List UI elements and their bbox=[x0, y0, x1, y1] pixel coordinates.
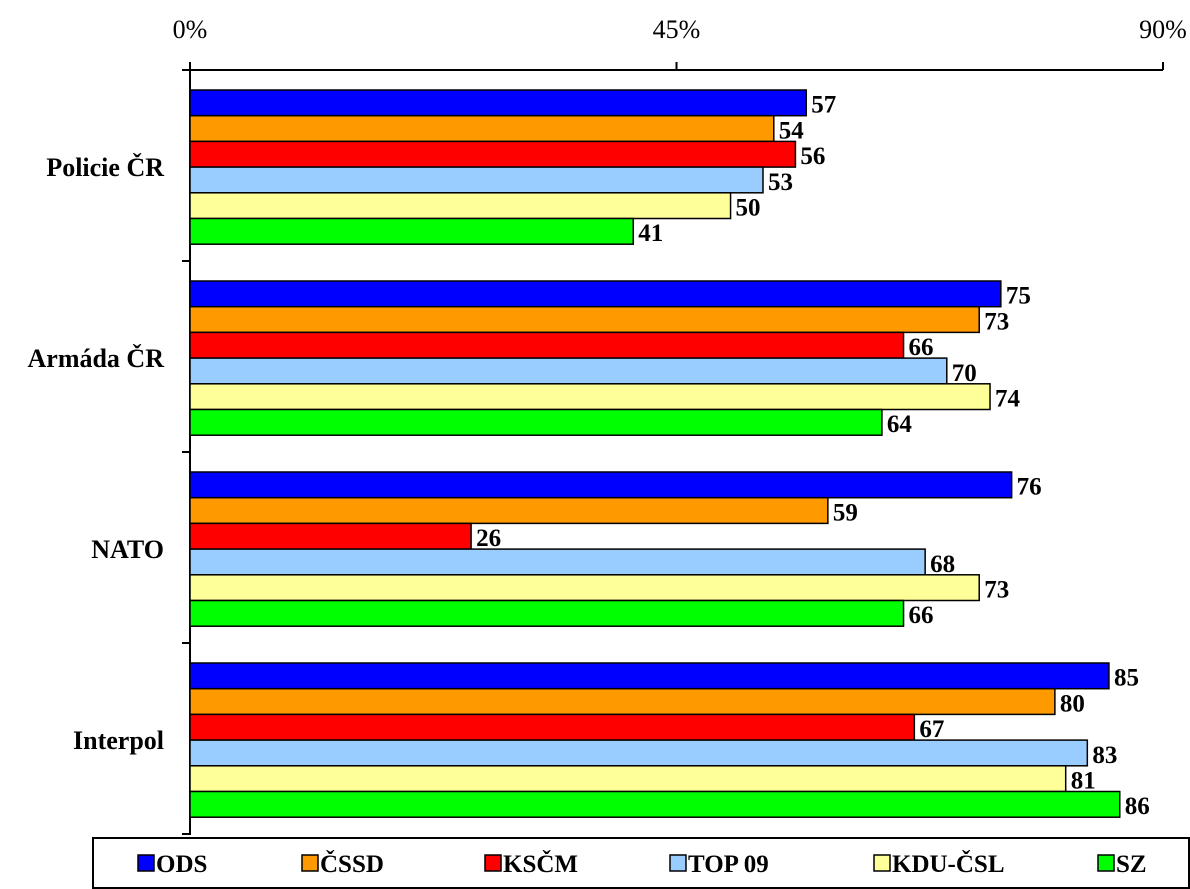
x-tick-label: 45% bbox=[653, 15, 701, 44]
legend-label: SZ bbox=[1116, 851, 1147, 878]
bar bbox=[189, 739, 1089, 767]
data-label: 66 bbox=[909, 602, 934, 629]
data-label: 59 bbox=[833, 499, 858, 526]
bar bbox=[189, 574, 980, 602]
bar bbox=[189, 765, 1067, 793]
bar bbox=[189, 383, 991, 411]
legend-label: KSČM bbox=[503, 849, 578, 878]
data-label: 86 bbox=[1125, 793, 1150, 820]
x-tick-label: 90% bbox=[1139, 15, 1187, 44]
bar bbox=[189, 217, 635, 245]
data-label: 53 bbox=[768, 169, 793, 196]
data-label: 70 bbox=[952, 360, 977, 387]
category-label: NATO bbox=[91, 535, 164, 564]
data-label: 26 bbox=[476, 525, 501, 552]
bar bbox=[189, 548, 926, 576]
legend-swatch bbox=[137, 854, 155, 872]
x-tick-label: 0% bbox=[173, 15, 208, 44]
bar bbox=[189, 114, 775, 143]
bar bbox=[189, 357, 948, 385]
bar bbox=[189, 280, 1002, 308]
bar bbox=[189, 522, 472, 550]
bar bbox=[189, 662, 1110, 690]
bar bbox=[189, 408, 883, 436]
legend-box bbox=[92, 837, 1190, 889]
category-label: Interpol bbox=[73, 726, 164, 755]
bar bbox=[189, 496, 829, 525]
data-label: 74 bbox=[995, 386, 1021, 413]
legend-label: TOP 09 bbox=[688, 851, 769, 878]
data-label: 73 bbox=[984, 308, 1009, 335]
data-label: 83 bbox=[1092, 742, 1117, 769]
bar bbox=[189, 331, 905, 359]
data-label: 76 bbox=[1017, 474, 1042, 501]
data-label: 50 bbox=[736, 195, 761, 222]
data-label: 80 bbox=[1060, 690, 1085, 717]
data-label: 68 bbox=[930, 551, 955, 578]
bar bbox=[189, 599, 905, 627]
bar bbox=[189, 713, 916, 741]
legend: ODS ČSSD KSČM TOP 09 KDU-ČSL SZ bbox=[92, 837, 1190, 889]
data-label: 81 bbox=[1071, 768, 1096, 795]
data-label: 85 bbox=[1114, 665, 1139, 692]
bar bbox=[189, 471, 1013, 499]
bar bbox=[189, 166, 764, 194]
data-label: 64 bbox=[887, 411, 913, 438]
bar bbox=[189, 687, 1056, 716]
legend-label: KDU-ČSL bbox=[892, 849, 1005, 878]
bar bbox=[189, 305, 980, 334]
bar bbox=[189, 790, 1121, 818]
data-label: 41 bbox=[638, 220, 663, 247]
data-label: 54 bbox=[779, 117, 805, 144]
legend-label: ČSSD bbox=[320, 849, 384, 878]
legend-swatch bbox=[484, 854, 502, 872]
data-label: 66 bbox=[909, 334, 934, 361]
data-label: 73 bbox=[984, 577, 1009, 604]
data-label: 57 bbox=[811, 92, 836, 119]
legend-swatch bbox=[669, 854, 687, 872]
data-label: 56 bbox=[800, 143, 825, 170]
legend-label: ODS bbox=[156, 851, 207, 878]
legend-swatch bbox=[1097, 854, 1115, 872]
bar bbox=[189, 89, 807, 117]
data-label: 67 bbox=[919, 716, 944, 743]
data-label: 75 bbox=[1006, 283, 1031, 310]
category-label: Policie ČR bbox=[46, 153, 164, 182]
category-label: Armáda ČR bbox=[28, 344, 165, 373]
bars-layer bbox=[189, 89, 1121, 818]
bar bbox=[189, 192, 732, 220]
legend-swatch bbox=[301, 854, 319, 872]
bar bbox=[189, 140, 797, 168]
legend-swatch bbox=[873, 854, 891, 872]
